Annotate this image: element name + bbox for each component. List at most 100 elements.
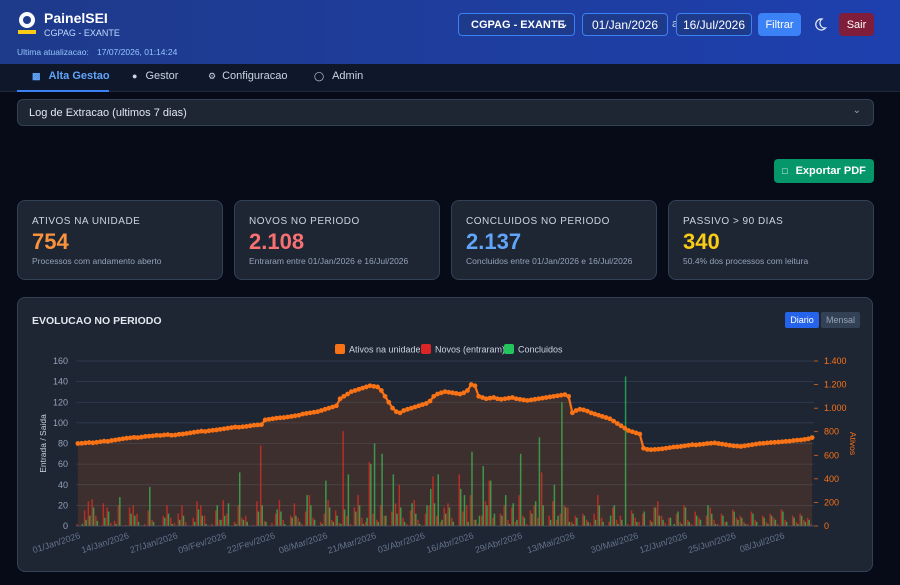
bar — [504, 495, 507, 526]
line-point — [581, 407, 587, 413]
bar — [750, 511, 753, 526]
line-point — [498, 396, 504, 402]
bar — [519, 453, 522, 526]
bar — [166, 505, 168, 526]
bar — [194, 521, 196, 526]
line-point — [719, 441, 725, 447]
bar — [594, 519, 597, 526]
x-tick-label: 16/Abr/2026 — [425, 530, 475, 555]
line-point — [281, 415, 287, 420]
line-point — [244, 424, 249, 429]
line-point — [146, 433, 152, 439]
bar — [274, 513, 277, 526]
unit-select[interactable]: CGPAG - EXANTE ⌄ — [458, 13, 575, 36]
bar — [767, 523, 769, 526]
line-point — [262, 417, 268, 423]
line-point — [742, 443, 748, 449]
nav-tab[interactable]: ▩ Alta Gestao — [32, 70, 110, 82]
bar — [409, 510, 412, 526]
bar — [391, 511, 393, 526]
bar — [463, 495, 466, 526]
bar — [336, 515, 338, 526]
bar — [338, 522, 341, 526]
line-point — [712, 440, 718, 446]
bar — [119, 497, 121, 526]
bar — [484, 501, 487, 526]
bar — [199, 505, 202, 526]
line-point — [611, 418, 616, 424]
card-label: PASSIVO > 90 DIAS — [683, 216, 784, 227]
bar — [263, 520, 266, 526]
card-subtitle: Processos com andamento aberto — [32, 256, 162, 266]
line-point — [764, 440, 770, 446]
bar — [561, 402, 563, 526]
line-point — [607, 416, 613, 422]
line-point — [731, 443, 736, 449]
nav-tab[interactable]: ⚙ Configuracao — [208, 70, 288, 82]
bar — [643, 511, 646, 526]
bar — [649, 519, 652, 526]
bar — [752, 513, 754, 526]
bar — [739, 515, 741, 526]
toggle-monthly[interactable]: Mensal — [821, 312, 860, 328]
bar — [259, 445, 262, 526]
line-point — [232, 424, 238, 430]
bar — [91, 499, 93, 526]
theme-toggle[interactable] — [813, 17, 827, 31]
line-point — [768, 440, 774, 445]
filter-button[interactable]: Filtrar — [758, 13, 801, 36]
y2-tick-label: 1.000 — [824, 403, 847, 413]
line-point — [450, 390, 455, 396]
line-point — [704, 441, 710, 446]
line-point — [322, 406, 328, 412]
line-point — [408, 405, 414, 411]
bar — [489, 480, 492, 526]
nav-tab-label: Alta Gestao — [48, 70, 110, 82]
line-point — [274, 415, 279, 421]
bar — [474, 519, 477, 526]
bar — [220, 519, 222, 526]
bar — [402, 517, 404, 526]
bar — [443, 507, 445, 526]
export-button[interactable]: □ Exportar PDF — [774, 159, 874, 183]
bar — [280, 511, 282, 526]
bar — [731, 509, 734, 526]
line-point — [483, 396, 489, 402]
bar — [331, 519, 333, 526]
toggle-daily[interactable]: Diario — [785, 312, 819, 328]
date-to[interactable]: 16/Jul/2026 — [676, 13, 752, 36]
bar — [104, 517, 106, 526]
bar — [417, 519, 419, 526]
bar — [445, 513, 447, 526]
bar — [462, 511, 464, 526]
log-accordion[interactable]: Log de Extracao (ultimos 7 dias) ⌄ — [17, 99, 874, 126]
line-point — [641, 445, 646, 451]
bar — [609, 515, 612, 526]
bar — [343, 509, 346, 526]
kpi-card: ATIVOS NA UNIDADE 754 Processos com andame… — [17, 200, 223, 280]
logout-button[interactable]: Sair — [839, 13, 874, 36]
bar — [687, 519, 689, 526]
bar — [769, 513, 771, 526]
line-point — [375, 384, 380, 390]
line-point — [573, 408, 579, 413]
bar — [791, 515, 794, 526]
line-point — [644, 446, 650, 452]
bar — [525, 523, 528, 526]
nav-tab[interactable]: ◯ Admin — [314, 70, 364, 82]
line-point — [97, 439, 103, 445]
bar — [568, 521, 571, 526]
bar — [304, 511, 307, 526]
bar — [366, 517, 368, 526]
date-from[interactable]: 01/Jan/2026 — [582, 13, 668, 36]
line-point — [251, 422, 257, 428]
y-tick-label: 120 — [53, 397, 68, 407]
bar — [257, 511, 260, 526]
line-point — [176, 431, 182, 437]
nav-tab[interactable]: ● Gestor — [132, 70, 179, 82]
line-point — [716, 441, 721, 446]
bar — [654, 507, 657, 526]
bar — [467, 521, 469, 526]
line-point — [180, 431, 186, 437]
line-point — [671, 444, 676, 450]
